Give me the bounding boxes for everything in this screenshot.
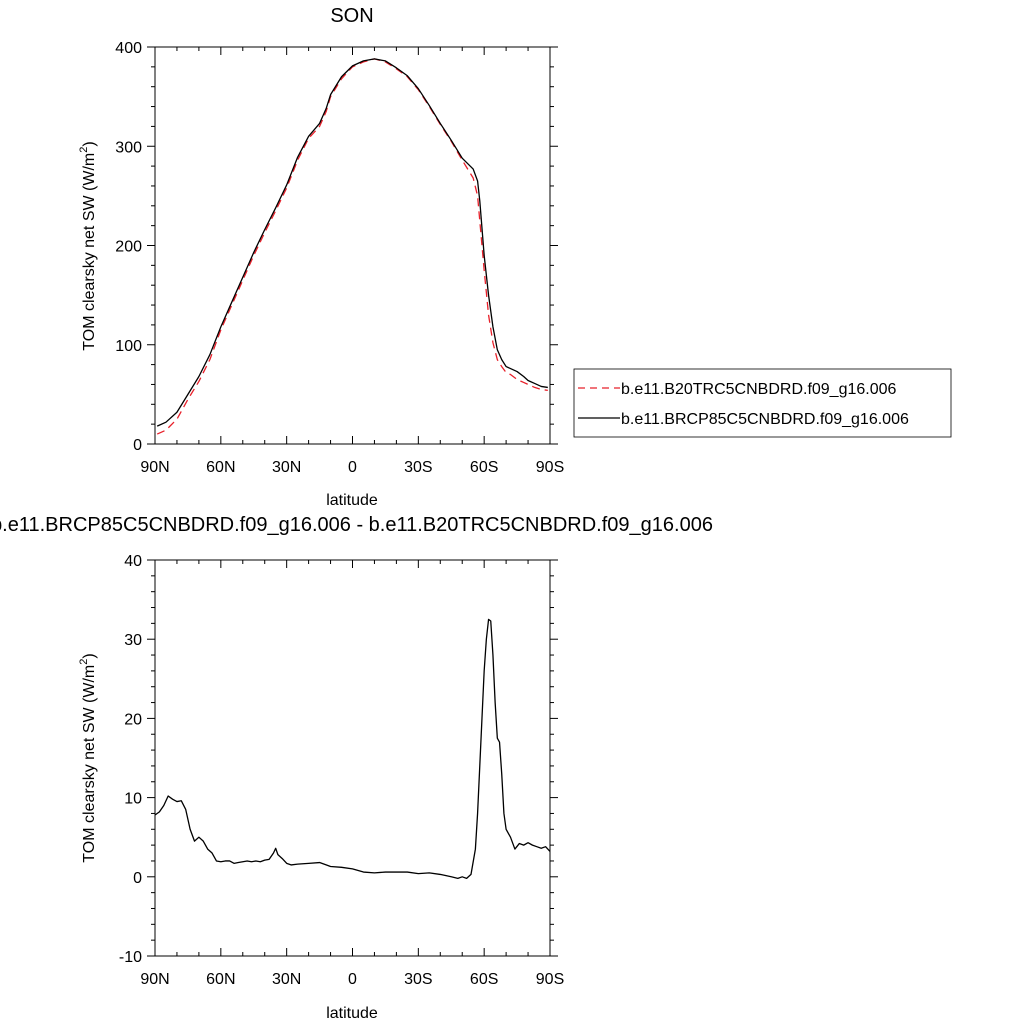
bottom-x-tick-label: 30N xyxy=(272,971,301,988)
top-y-tick-label: 200 xyxy=(115,239,142,256)
bottom-x-tick-label: 60S xyxy=(470,971,498,988)
top-series-line-2 xyxy=(156,58,548,427)
legend-box xyxy=(573,368,952,438)
top-plot-area xyxy=(156,58,548,435)
bottom-plot-frame xyxy=(154,559,551,957)
top-chart-title: SON xyxy=(330,5,373,27)
bottom-ticks xyxy=(147,559,558,957)
bottom-tick-labels: 90N 60N 30N 0 30S 60S 90S -10 0 10 20 30 40 xyxy=(119,553,564,988)
top-x-tick-label: 30N xyxy=(272,459,301,476)
top-panel: SON latitude TOM clearsky net SW (W/m2) … xyxy=(78,5,564,509)
top-plot-frame xyxy=(154,46,551,445)
top-x-tick-label: 60N xyxy=(206,459,235,476)
bottom-plot-area xyxy=(154,618,551,880)
top-series-line-1 xyxy=(156,58,548,435)
top-x-axis-label: latitude xyxy=(326,492,378,509)
bottom-x-tick-label: 0 xyxy=(348,971,357,988)
bottom-series-line-1 xyxy=(154,618,551,880)
bottom-x-tick-label: 90N xyxy=(140,971,169,988)
bottom-panel: b.e11.BRCP85C5CNBDRD.f09_g16.006 - b.e11… xyxy=(0,514,713,1022)
bottom-y-tick-label: 20 xyxy=(124,711,142,728)
top-ticks xyxy=(147,46,558,445)
top-x-tick-label: 90S xyxy=(536,459,564,476)
bottom-y-tick-label: 30 xyxy=(124,632,142,649)
top-y-tick-label: 400 xyxy=(115,40,142,57)
legend: b.e11.B20TRC5CNBDRD.f09_g16.006 b.e11.BR… xyxy=(573,368,952,438)
top-tick-labels: 90N 60N 30N 0 30S 60S 90S 0 100 200 300 400 xyxy=(115,40,564,476)
legend-label-series-2: b.e11.BRCP85C5CNBDRD.f09_g16.006 xyxy=(621,411,909,428)
bottom-y-tick-label: 0 xyxy=(133,870,142,887)
top-x-tick-label: 0 xyxy=(348,459,357,476)
bottom-x-tick-label: 90S xyxy=(536,971,564,988)
bottom-y-tick-label: -10 xyxy=(119,949,142,966)
bottom-y-tick-label: 40 xyxy=(124,553,142,570)
legend-label-series-1: b.e11.B20TRC5CNBDRD.f09_g16.006 xyxy=(621,381,897,398)
top-x-tick-label: 30S xyxy=(404,459,432,476)
bottom-chart-title: b.e11.BRCP85C5CNBDRD.f09_g16.006 - b.e11… xyxy=(0,514,713,536)
bottom-x-tick-label: 60N xyxy=(206,971,235,988)
top-y-tick-label: 100 xyxy=(115,338,142,355)
top-x-tick-label: 60S xyxy=(470,459,498,476)
bottom-y-tick-label: 10 xyxy=(124,791,142,808)
top-x-tick-label: 90N xyxy=(140,459,169,476)
top-y-axis-label: TOM clearsky net SW (W/m2) xyxy=(78,141,98,350)
bottom-y-axis-label: TOM clearsky net SW (W/m2) xyxy=(78,653,98,862)
bottom-x-tick-label: 30S xyxy=(404,971,432,988)
top-y-tick-label: 300 xyxy=(115,139,142,156)
top-y-tick-label: 0 xyxy=(133,437,142,454)
bottom-x-axis-label: latitude xyxy=(326,1005,378,1022)
